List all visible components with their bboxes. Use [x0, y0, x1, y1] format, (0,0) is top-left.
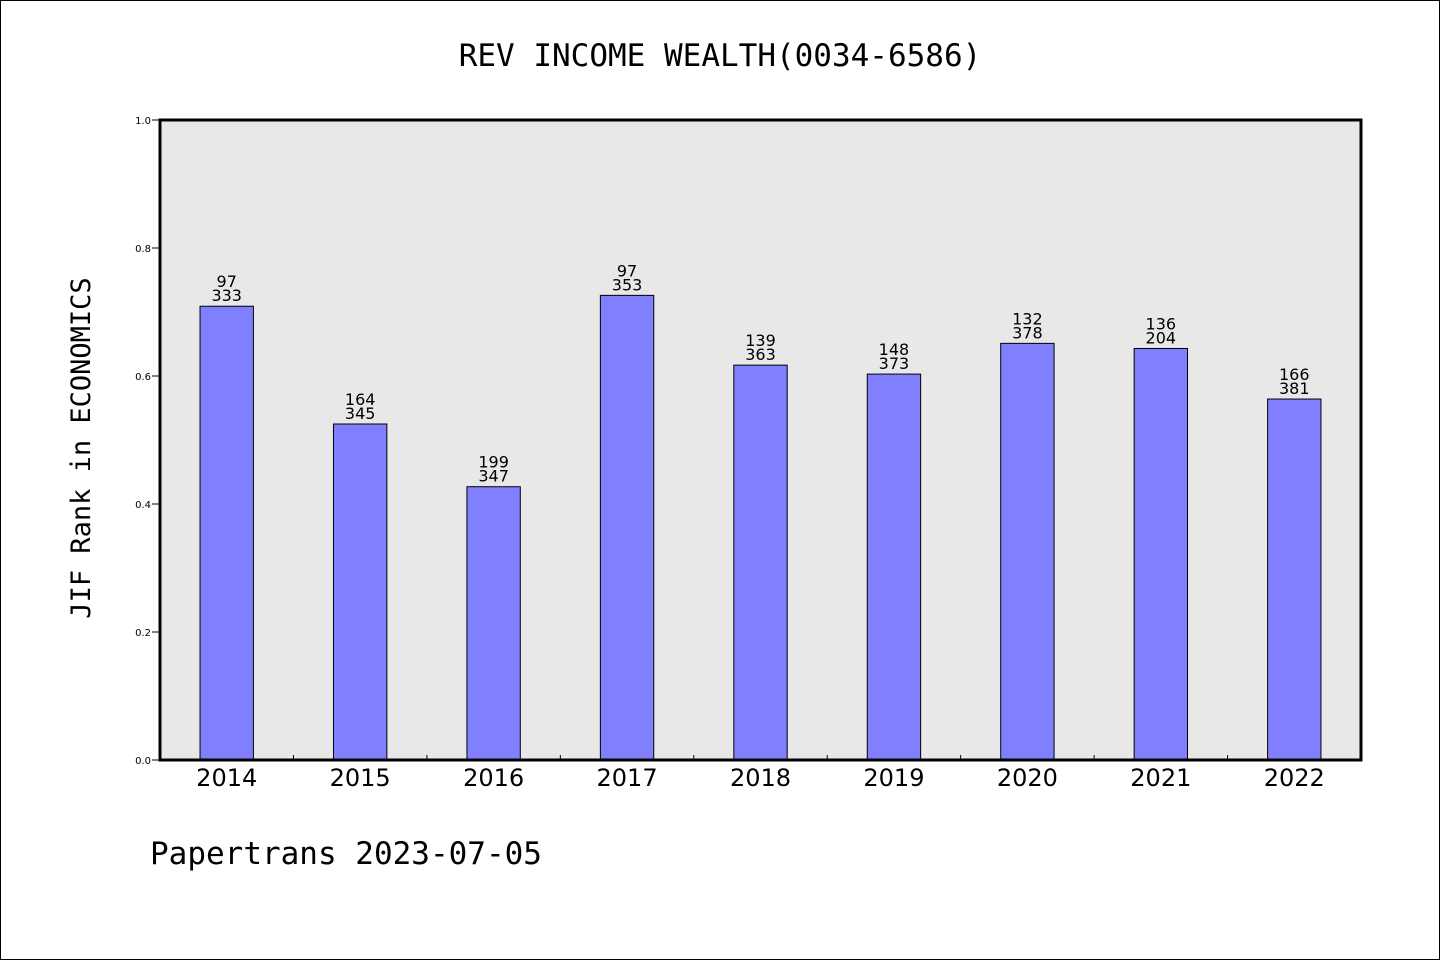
bar-2015	[332, 423, 388, 761]
y-axis-ticks: 0.0 0.2 0.4 0.6 0.8 1.0	[135, 116, 160, 767]
x-tick-label: 2022	[1264, 764, 1325, 792]
x-tick-label: 2020	[997, 764, 1058, 792]
bar-total-label: 381	[1279, 379, 1310, 398]
y-tick-label: 1.0	[135, 116, 151, 127]
footer-text: Papertrans 2023-07-05	[150, 836, 542, 872]
bar-total-label: 345	[345, 404, 376, 423]
bar-rank-label: 148	[879, 340, 910, 359]
bar-total-label: 363	[745, 345, 776, 364]
bar-rank-label: 97	[617, 261, 637, 280]
bar-rank-label: 97	[217, 272, 237, 291]
bar-rank-label: 132	[1012, 309, 1043, 328]
bar-2016	[466, 486, 521, 761]
chart-title: REV INCOME WEALTH(0034-6586)	[459, 38, 982, 74]
bar-rank-label: 166	[1279, 365, 1310, 384]
bar-rank-label: 199	[478, 453, 509, 472]
bar-rank-label: 136	[1146, 314, 1177, 333]
y-axis-label: JIF Rank in ECONOMICS	[66, 277, 97, 618]
bar-total-label: 347	[478, 467, 509, 486]
x-tick-label: 2019	[863, 764, 924, 792]
bar-rank-label: 139	[745, 331, 776, 350]
bar-total-label: 353	[612, 275, 643, 294]
y-tick-label: 0.8	[135, 244, 151, 255]
bar-2020	[1000, 342, 1055, 761]
y-tick-label: 0.0	[135, 756, 151, 767]
bar-2018	[733, 364, 788, 761]
y-tick-label: 0.4	[135, 500, 151, 511]
bar-2019	[866, 373, 922, 761]
bar-rank-label: 164	[345, 390, 376, 409]
bar-total-label: 373	[879, 354, 910, 373]
bar-2021	[1133, 347, 1189, 761]
bar-total-label: 378	[1012, 323, 1043, 342]
plot-border	[158, 118, 1363, 762]
x-tick-label: 2021	[1130, 764, 1191, 792]
x-tick-label: 2014	[196, 764, 257, 792]
x-tick-label: 2015	[330, 764, 391, 792]
bar-2017	[599, 294, 655, 761]
x-tick-label: 2017	[597, 764, 658, 792]
bar-2014	[199, 305, 254, 761]
x-axis-ticks: 2014 2015 2016 2017 2018 2019 2020 2021 2022	[196, 755, 1325, 792]
x-tick-label: 2018	[730, 764, 791, 792]
bar-2022	[1267, 398, 1322, 761]
x-tick-label: 2016	[463, 764, 524, 792]
y-tick-label: 0.2	[135, 628, 151, 639]
bar-total-label: 204	[1146, 328, 1177, 347]
y-tick-label: 0.6	[135, 372, 151, 383]
bars	[199, 294, 1322, 761]
bar-total-label: 333	[211, 286, 242, 305]
